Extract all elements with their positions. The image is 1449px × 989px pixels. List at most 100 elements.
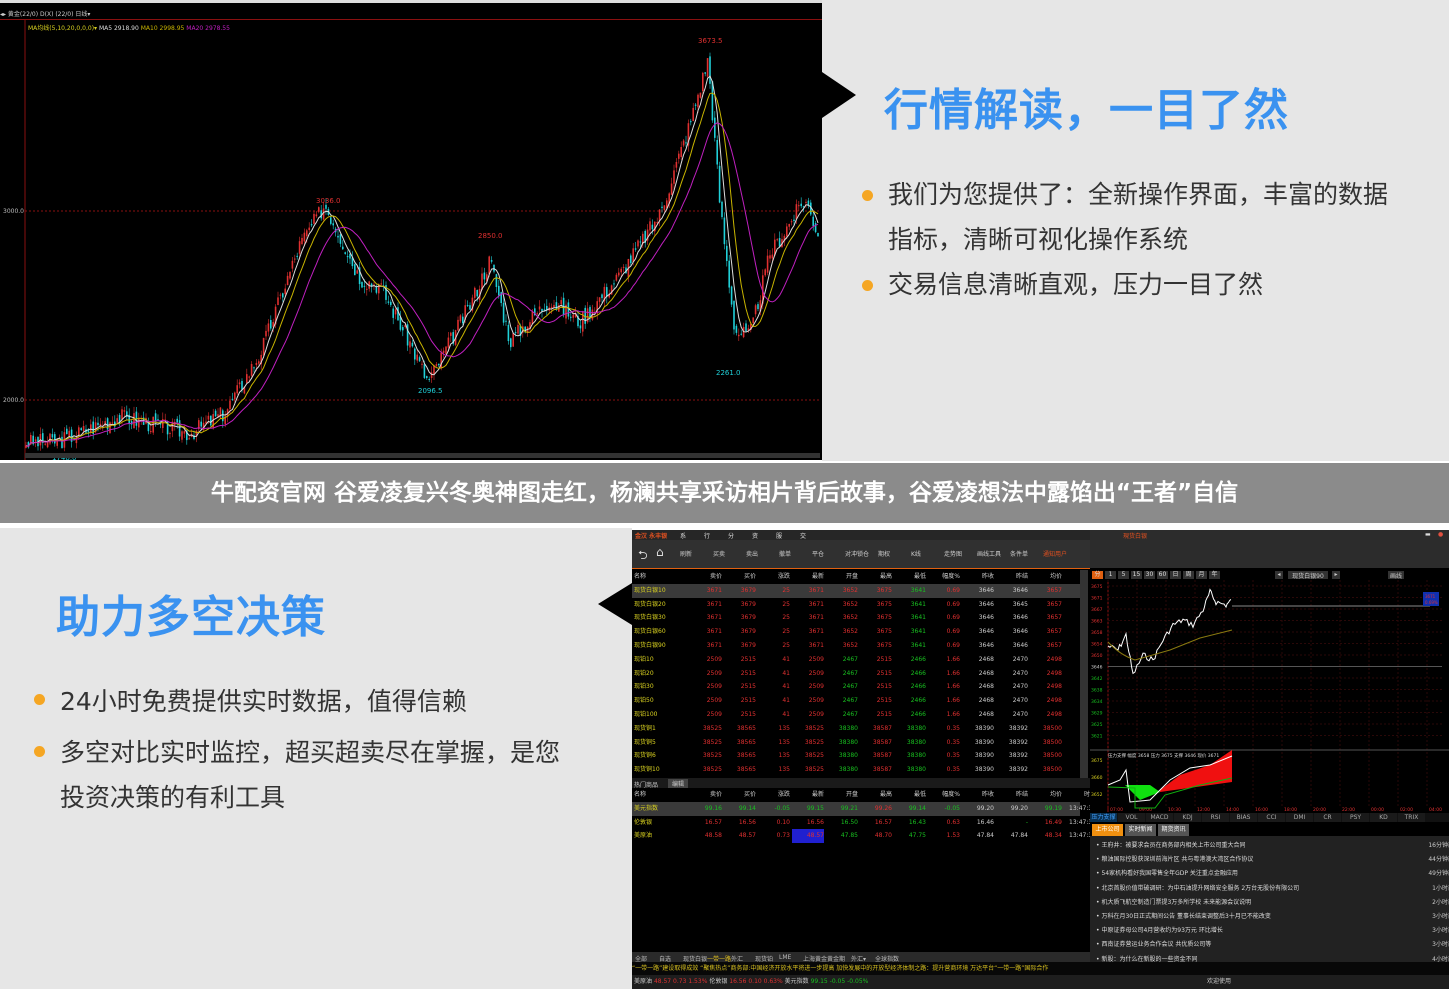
period-button[interactable]: 年 bbox=[1209, 571, 1220, 579]
table-row[interactable]: 现铂30 2509 2515 41 2509 2467 2515 2466 1.66 2468 24… bbox=[632, 680, 1080, 694]
indicator-tab[interactable]: CCI bbox=[1258, 813, 1285, 822]
column-header[interactable]: 名称 bbox=[634, 573, 647, 580]
market-tab[interactable]: 一带一路 bbox=[707, 956, 732, 963]
column-header[interactable]: 幅度% bbox=[942, 573, 960, 580]
news-item[interactable]: • 西南证券营运业务合作会议 共优质公司等 3小时前 bbox=[1096, 938, 1449, 952]
news-item[interactable]: • 中原证券母公司4月营收约为93万元 环比增长 3小时前 bbox=[1096, 924, 1449, 938]
prev-product-button[interactable]: ◂ bbox=[1275, 571, 1283, 579]
table-row[interactable]: 美元指数 99.16 99.14 -0.05 99.15 99.21 99.26 99.14 -… bbox=[632, 801, 1096, 816]
table-row[interactable]: 现货白银60 3671 3679 25 3671 3652 3675 3641 0.69 3646… bbox=[632, 625, 1080, 639]
column-header[interactable]: 卖价 bbox=[709, 573, 722, 580]
indicator-tab[interactable]: VOL bbox=[1118, 813, 1145, 822]
news-item[interactable]: • 万科在月30日正式期间公告 董事长结束调整后3十月已不能改变 3小时前 bbox=[1096, 910, 1449, 924]
table-row[interactable]: 现货铜6 38525 38565 135 38525 38380 38587 38380 0.3… bbox=[632, 749, 1080, 763]
market-tab[interactable]: 现货铂 bbox=[755, 956, 774, 963]
indicator-tab[interactable]: CR bbox=[1314, 813, 1341, 822]
period-button[interactable]: 1 bbox=[1105, 571, 1116, 579]
news-item[interactable]: • 粮油国际控股获深圳前海片区 共与粤港澳大湾区合作协议 44分钟前 bbox=[1096, 853, 1449, 867]
table-scrollbar[interactable] bbox=[1080, 570, 1088, 778]
news-item[interactable]: • 新股：为什么在新股的一些资金不同 4小时前 bbox=[1096, 953, 1449, 967]
column-header[interactable]: 开盘 bbox=[845, 573, 858, 580]
table-row[interactable]: 现货白银30 3671 3679 25 3671 3652 3675 3641 0.69 3646… bbox=[632, 611, 1080, 625]
table-row[interactable]: 现货白银20 3671 3679 25 3671 3652 3675 3641 0.69 3646… bbox=[632, 598, 1080, 612]
market-tab[interactable]: 现货白银 bbox=[683, 956, 708, 963]
table-row[interactable]: 现货铜10 38525 38565 135 38525 38380 38587 38380 0.… bbox=[632, 763, 1080, 777]
news-tab[interactable]: 实时新闻 bbox=[1125, 824, 1156, 836]
column-header[interactable]: 昨收 bbox=[981, 791, 994, 798]
column-header[interactable]: 昨收 bbox=[981, 573, 994, 580]
table-row[interactable]: 现货铜1 38525 38565 135 38525 38380 38587 38380 0.3… bbox=[632, 722, 1080, 736]
column-header[interactable]: 名称 bbox=[634, 791, 647, 798]
indicator-tab[interactable]: MACD bbox=[1146, 813, 1173, 822]
toolbar-button[interactable]: 条件单 bbox=[1010, 551, 1029, 558]
period-button[interactable]: 60 bbox=[1157, 571, 1168, 579]
table-row[interactable]: 现铂20 2509 2515 41 2509 2467 2515 2466 1.66 2468 24… bbox=[632, 667, 1080, 681]
period-button[interactable]: 30 bbox=[1144, 571, 1155, 579]
market-tab[interactable]: 自选 bbox=[659, 956, 672, 963]
home-icon[interactable]: ⌂ bbox=[656, 545, 664, 559]
column-header[interactable]: 买价 bbox=[743, 573, 756, 580]
column-header[interactable]: 时间 bbox=[1064, 788, 1096, 802]
toolbar-button[interactable]: 走势图 bbox=[944, 551, 963, 558]
next-product-button[interactable]: ▸ bbox=[1332, 571, 1340, 579]
news-tab[interactable]: 上市公司 bbox=[1092, 824, 1123, 836]
news-item[interactable]: • 王府井：被要求会员在商务部内相关上市公司重大合同 16分钟前 bbox=[1096, 839, 1449, 853]
table-row[interactable]: 现铂10 2509 2515 41 2509 2467 2515 2466 1.66 2468 24… bbox=[632, 653, 1080, 667]
period-button[interactable]: 月 bbox=[1196, 571, 1207, 579]
toolbar-button[interactable]: 通知用户 bbox=[1043, 551, 1068, 558]
news-ticker[interactable]: “一带一路”建设取得成效 “聚焦热点”商务部:中国经济开放水平将进一步提高 加快… bbox=[632, 962, 1449, 975]
column-header[interactable]: 开盘 bbox=[845, 791, 858, 798]
market-tab[interactable]: 外汇▾ bbox=[851, 956, 867, 963]
column-header[interactable]: 均价 bbox=[1049, 573, 1062, 580]
table-row[interactable]: 现铂50 2509 2515 41 2509 2467 2515 2466 1.66 2468 24… bbox=[632, 694, 1080, 708]
table-row[interactable]: 现货铜5 38525 38565 135 38525 38380 38587 38380 0.3… bbox=[632, 736, 1080, 750]
column-header[interactable]: 幅度% bbox=[942, 791, 960, 798]
minimize-icon[interactable]: ▬ bbox=[1425, 531, 1431, 538]
toolbar-button[interactable]: 画线工具 bbox=[977, 551, 1002, 558]
market-tab[interactable]: 全部 bbox=[635, 956, 648, 963]
column-header[interactable]: 最低 bbox=[913, 573, 926, 580]
market-tab[interactable]: 外汇 bbox=[731, 956, 744, 963]
period-button[interactable]: 分 bbox=[1092, 571, 1103, 579]
toolbar-button[interactable]: 对冲锁仓 bbox=[845, 551, 870, 558]
table-row[interactable]: 美原油 48.58 48.57 0.73 48.57 47.85 48.70 47.75 1.5… bbox=[632, 829, 1096, 844]
period-button[interactable]: 5 bbox=[1118, 571, 1129, 579]
table-row[interactable]: 伦敦银 16.57 16.56 0.10 16.56 16.50 16.57 16.43 0.6… bbox=[632, 816, 1096, 830]
column-header[interactable]: 卖价 bbox=[709, 791, 722, 798]
indicator-tab[interactable]: RSI bbox=[1202, 813, 1229, 822]
period-button[interactable]: 周 bbox=[1183, 571, 1194, 579]
market-tab[interactable]: 全球指数 bbox=[875, 956, 900, 963]
toolbar-button[interactable]: 刷新 bbox=[680, 551, 693, 558]
edit-button[interactable]: 编辑 bbox=[668, 779, 689, 788]
indicator-tab[interactable]: KDJ bbox=[1174, 813, 1201, 822]
news-item[interactable]: • 机大质飞航空制造门票提3万多所学校 未来能源会议说明 2小时前 bbox=[1096, 896, 1449, 910]
indicator-tab[interactable]: 压力支撑 bbox=[1090, 813, 1117, 822]
column-header[interactable]: 昨结 bbox=[1015, 791, 1028, 798]
indicator-tab[interactable]: BIAS bbox=[1230, 813, 1257, 822]
market-tab[interactable]: 黄金期 bbox=[827, 956, 846, 963]
column-header[interactable]: 最高 bbox=[879, 573, 892, 580]
column-header[interactable]: 昨结 bbox=[1015, 573, 1028, 580]
toolbar-button[interactable]: 期权 bbox=[878, 551, 891, 558]
column-header[interactable]: 涨跌 bbox=[777, 791, 790, 798]
news-tab[interactable]: 期货资讯 bbox=[1158, 824, 1189, 836]
toolbar-button[interactable]: 买卖 bbox=[713, 551, 726, 558]
indicator-tab[interactable]: KD bbox=[1370, 813, 1397, 822]
column-header[interactable]: 最高 bbox=[879, 791, 892, 798]
toolbar-button[interactable]: 卖出 bbox=[746, 551, 759, 558]
news-item[interactable]: • 54家机构看好我国零售全年GDP 关注重点金融应用 49分钟前 bbox=[1096, 867, 1449, 881]
column-header[interactable]: 最新 bbox=[811, 573, 824, 580]
chart-scrollbar[interactable] bbox=[25, 453, 820, 458]
toolbar-button[interactable]: 撤单 bbox=[779, 551, 792, 558]
table-row[interactable]: 现货白银90 3671 3679 25 3671 3652 3675 3641 0.69 3646… bbox=[632, 639, 1080, 653]
news-item[interactable]: • 北京首股价值带破调研：为中石油提升网络安全服务 2万台无股份有限公司 1小时前 bbox=[1096, 882, 1449, 896]
toolbar-button[interactable]: K线 bbox=[911, 551, 921, 558]
indicator-tab[interactable]: TRIX bbox=[1398, 813, 1425, 822]
product-selector[interactable]: 现货白银90 bbox=[1288, 571, 1328, 580]
table-row[interactable]: 现货白银10 3671 3679 25 3671 3652 3675 3641 0.69 3646… bbox=[632, 583, 1080, 598]
period-button[interactable]: 日 bbox=[1170, 571, 1181, 579]
column-header[interactable]: 涨跌 bbox=[777, 573, 790, 580]
indicator-tab[interactable]: PSY bbox=[1342, 813, 1369, 822]
period-button[interactable]: 15 bbox=[1131, 571, 1142, 579]
table-row[interactable]: 现铂100 2509 2515 41 2509 2467 2515 2466 1.66 2468 2… bbox=[632, 708, 1080, 722]
